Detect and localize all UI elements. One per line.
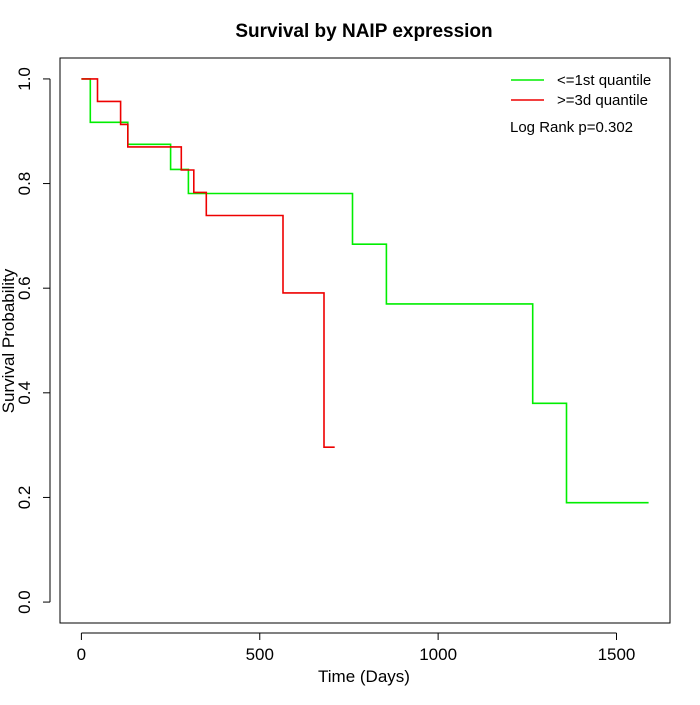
- axes: 0 500 1000 1500 0.0 0.2 0.4 0.6 0.8 1.0: [15, 67, 635, 664]
- chart-title: Survival by NAIP expression: [235, 21, 492, 42]
- y-axis-label: Survival Probability: [0, 268, 18, 413]
- series-lines: [81, 78, 649, 504]
- plot-frame: [59, 57, 671, 624]
- survival-curve-1: [81, 78, 649, 504]
- y-tick-label: 0.6: [15, 276, 34, 300]
- legend: <=1st quantile >=3d quantile: [511, 72, 651, 109]
- survival-curve-2: [81, 78, 335, 449]
- y-tick-label: 0.0: [15, 590, 34, 614]
- y-tick-label: 1.0: [15, 67, 34, 91]
- y-tick-label: 0.8: [15, 172, 34, 196]
- x-tick-label: 1500: [598, 645, 636, 664]
- y-tick-label: 0.2: [15, 486, 34, 510]
- x-tick-label: 500: [246, 645, 274, 664]
- legend-label: <=1st quantile: [557, 72, 651, 89]
- x-tick-label: 0: [77, 645, 86, 664]
- x-tick-label: 1000: [419, 645, 457, 664]
- log-rank-annotation: Log Rank p=0.302: [510, 119, 633, 136]
- x-axis-label: Time (Days): [318, 667, 410, 686]
- y-tick-label: 0.4: [15, 381, 34, 405]
- legend-label: >=3d quantile: [557, 92, 648, 109]
